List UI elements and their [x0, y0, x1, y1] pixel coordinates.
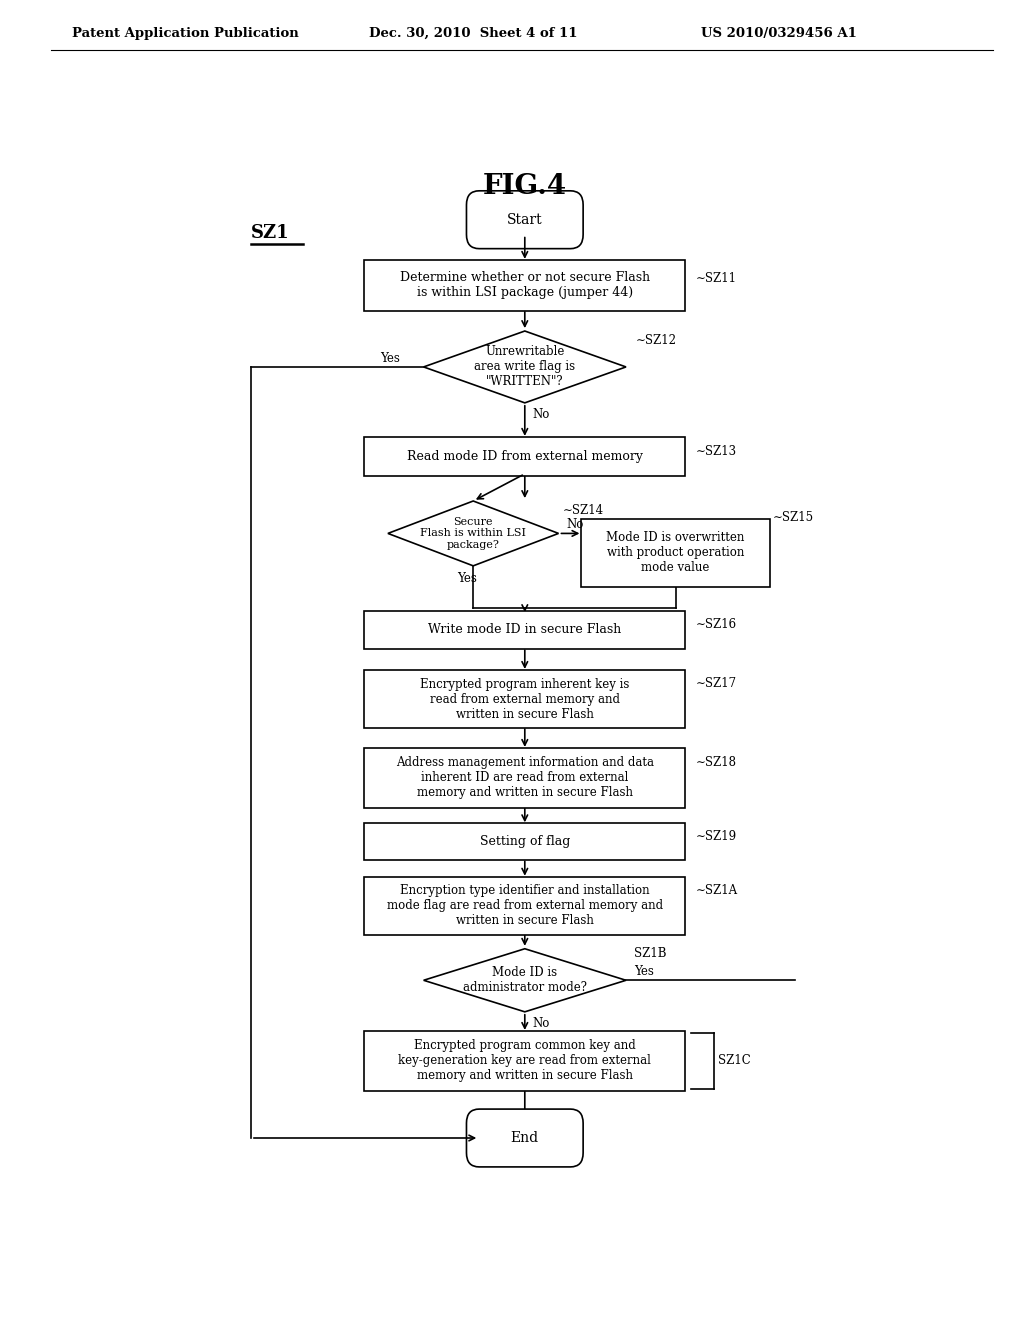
- Text: SZ1B: SZ1B: [634, 948, 666, 961]
- Text: ∼SZ12: ∼SZ12: [636, 334, 677, 347]
- FancyBboxPatch shape: [467, 191, 583, 248]
- Text: Unrewritable
area write flag is
"WRITTEN"?: Unrewritable area write flag is "WRITTEN…: [474, 346, 575, 388]
- Text: ∼SZ16: ∼SZ16: [695, 618, 736, 631]
- Text: Encryption type identifier and installation
mode flag are read from external mem: Encryption type identifier and installat…: [387, 884, 663, 928]
- FancyBboxPatch shape: [365, 611, 685, 649]
- Text: ∼SZ17: ∼SZ17: [695, 677, 736, 690]
- Text: Read mode ID from external memory: Read mode ID from external memory: [407, 450, 643, 463]
- Text: No: No: [566, 519, 584, 531]
- Text: US 2010/0329456 A1: US 2010/0329456 A1: [701, 26, 857, 40]
- Polygon shape: [388, 502, 558, 566]
- Text: ∼SZ15: ∼SZ15: [772, 511, 813, 524]
- Text: Yes: Yes: [380, 351, 399, 364]
- Text: Dec. 30, 2010  Sheet 4 of 11: Dec. 30, 2010 Sheet 4 of 11: [369, 26, 578, 40]
- FancyBboxPatch shape: [365, 260, 685, 312]
- Text: Encrypted program common key and
key-generation key are read from external
memor: Encrypted program common key and key-gen…: [398, 1039, 651, 1082]
- FancyBboxPatch shape: [365, 671, 685, 727]
- FancyBboxPatch shape: [365, 1031, 685, 1090]
- Text: Encrypted program inherent key is
read from external memory and
written in secur: Encrypted program inherent key is read f…: [420, 677, 630, 721]
- Text: Yes: Yes: [634, 965, 653, 978]
- FancyBboxPatch shape: [365, 876, 685, 935]
- Text: SZ1: SZ1: [251, 223, 290, 242]
- Text: ∼SZ1A: ∼SZ1A: [695, 883, 737, 896]
- Text: FIG.4: FIG.4: [482, 173, 567, 199]
- FancyBboxPatch shape: [365, 748, 685, 808]
- Text: Address management information and data
inherent ID are read from external
memor: Address management information and data …: [396, 756, 653, 800]
- Text: No: No: [532, 1016, 550, 1030]
- Text: ∼SZ11: ∼SZ11: [695, 272, 736, 285]
- Text: Mode ID is
administrator mode?: Mode ID is administrator mode?: [463, 966, 587, 994]
- Text: ∼SZ19: ∼SZ19: [695, 830, 736, 843]
- FancyBboxPatch shape: [467, 1109, 583, 1167]
- Text: Start: Start: [507, 213, 543, 227]
- Text: ∼SZ18: ∼SZ18: [695, 755, 736, 768]
- FancyBboxPatch shape: [365, 437, 685, 475]
- Text: Setting of flag: Setting of flag: [479, 836, 570, 849]
- Text: No: No: [532, 408, 550, 421]
- FancyBboxPatch shape: [581, 519, 770, 587]
- Text: Write mode ID in secure Flash: Write mode ID in secure Flash: [428, 623, 622, 636]
- Text: Mode ID is overwritten
with product operation
mode value: Mode ID is overwritten with product oper…: [606, 531, 744, 574]
- Text: ∼SZ14: ∼SZ14: [563, 504, 604, 517]
- Text: Secure
Flash is within LSI
package?: Secure Flash is within LSI package?: [420, 517, 526, 550]
- Text: End: End: [511, 1131, 539, 1144]
- FancyBboxPatch shape: [365, 824, 685, 861]
- Polygon shape: [424, 331, 626, 403]
- Text: SZ1C: SZ1C: [718, 1055, 751, 1068]
- Text: Yes: Yes: [458, 573, 477, 586]
- Polygon shape: [424, 949, 626, 1012]
- Text: Determine whether or not secure Flash
is within LSI package (jumper 44): Determine whether or not secure Flash is…: [399, 272, 650, 300]
- Text: Patent Application Publication: Patent Application Publication: [72, 26, 298, 40]
- Text: ∼SZ13: ∼SZ13: [695, 445, 736, 458]
